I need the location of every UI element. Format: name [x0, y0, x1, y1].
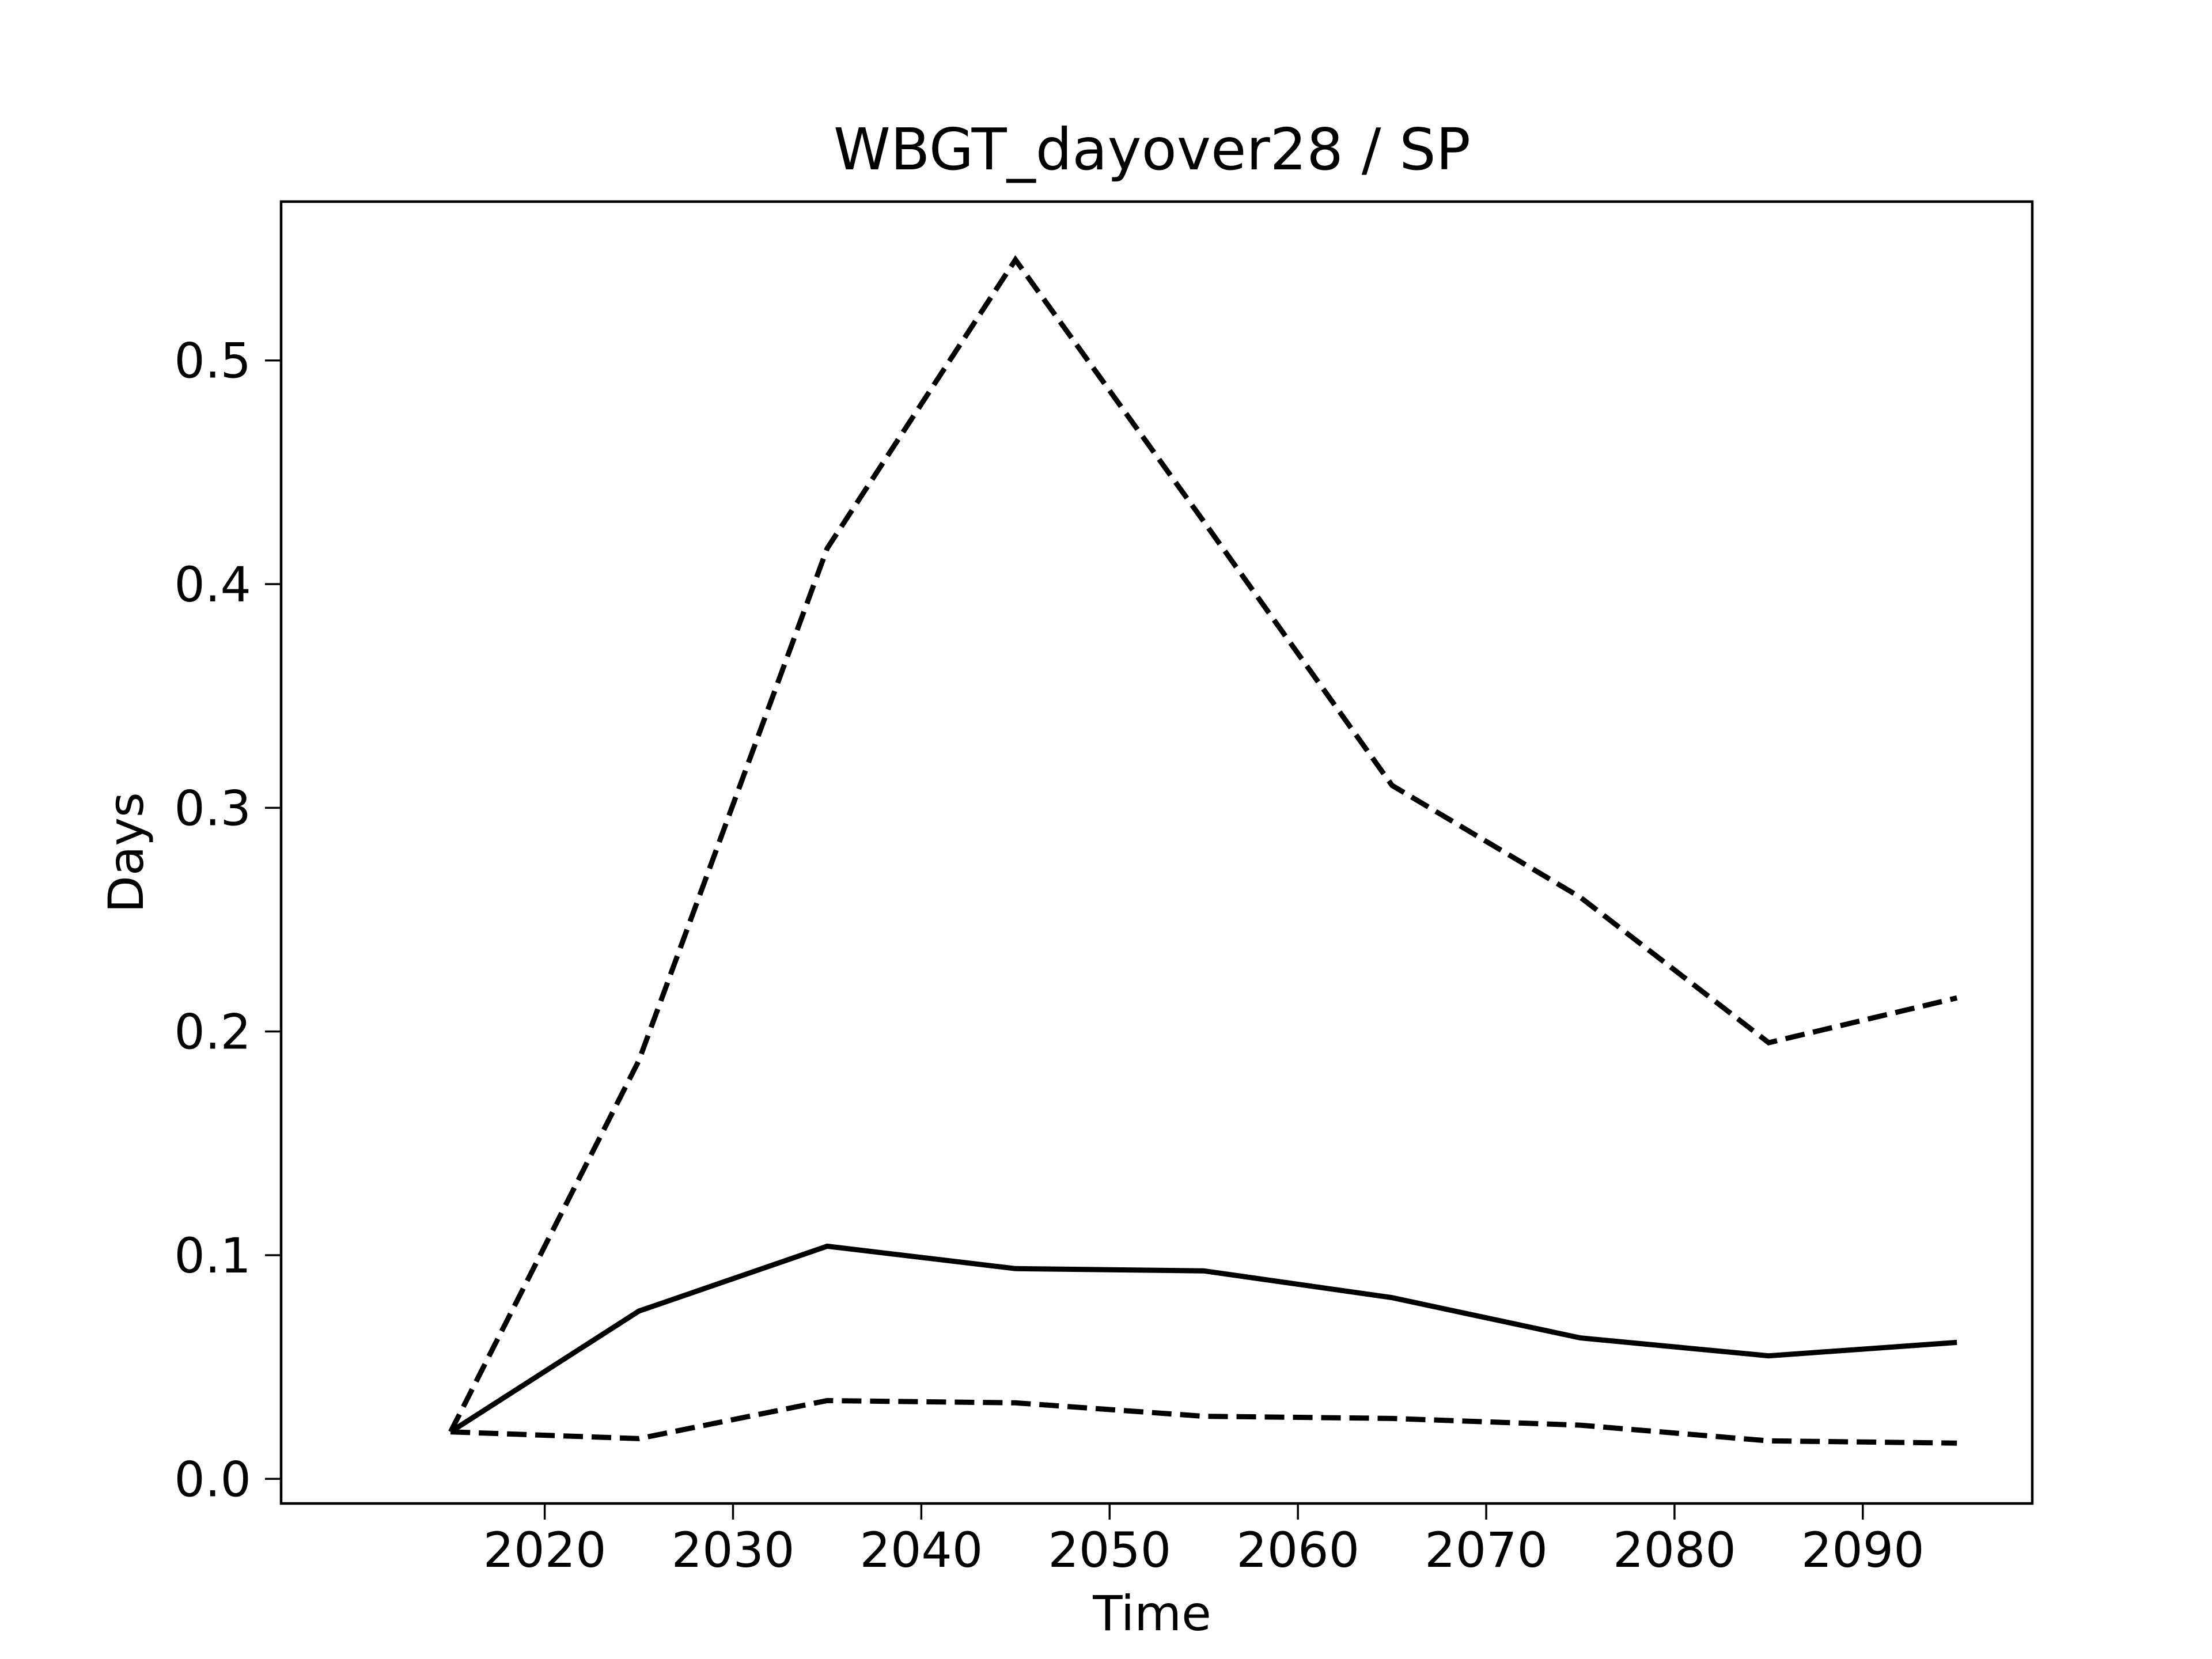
chart-title: WBGT_dayover28 / SP	[834, 116, 1471, 183]
x-tick-label: 2070	[1425, 1522, 1548, 1578]
plot-frame	[279, 200, 2034, 1505]
x-tick-label: 2090	[1801, 1522, 1925, 1578]
y-tick-label: 0.0	[174, 1451, 251, 1508]
series-line-dashed-lower	[450, 1397, 1957, 1446]
x-tick-label: 2020	[483, 1522, 607, 1578]
y-axis-label: Days	[98, 792, 154, 913]
x-axis-label: Time	[1092, 1585, 1211, 1642]
y-tick-label: 0.5	[174, 333, 251, 389]
x-tick-label: 2050	[1048, 1522, 1171, 1578]
y-tick-label: 0.1	[174, 1228, 251, 1284]
x-tick-label: 2030	[672, 1522, 795, 1578]
x-tick-label: 2040	[860, 1522, 983, 1578]
plot-area: 2020 2030 2040 2050 2060 2070 2080 2090 0.0 0.1 0.…	[174, 200, 2034, 1578]
series-line-dashed-upper	[448, 255, 1958, 1433]
series-line-solid	[449, 1243, 1957, 1434]
x-tick-label: 2080	[1613, 1522, 1736, 1578]
y-tick-label: 0.2	[174, 1004, 251, 1060]
y-tick-label: 0.3	[174, 780, 251, 836]
x-tick-label: 2060	[1236, 1522, 1359, 1578]
y-tick-label: 0.4	[174, 556, 251, 613]
